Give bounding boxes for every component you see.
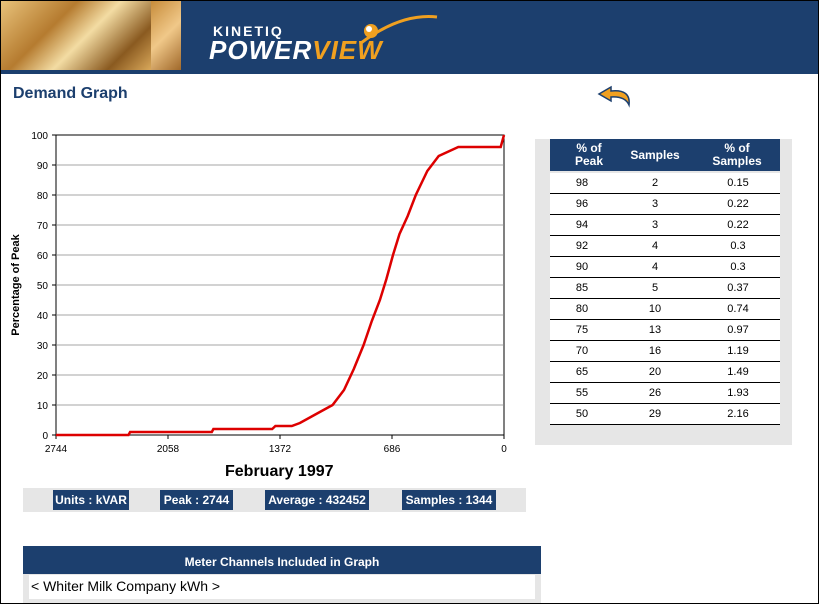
table-cell: 0.22: [727, 198, 749, 210]
table-cell: 0.37: [727, 282, 749, 294]
series-line: [56, 134, 506, 437]
logo-power-text: POWER: [209, 35, 313, 65]
table-cell: 20: [648, 366, 662, 378]
banner-photo-strip: [151, 1, 181, 70]
table-cell: 1.19: [727, 345, 749, 357]
chart-title: February 1997: [225, 463, 334, 480]
header-banner: KINETIQ POWERVIEW: [1, 1, 818, 74]
col-pct-peak: % of Peak: [574, 141, 604, 168]
logo-view-text: VIEW: [312, 35, 383, 65]
table-row: 90 4 0.3: [550, 257, 780, 278]
table-cell: 4: [651, 261, 659, 273]
table-cell: 94: [575, 219, 589, 231]
table-cell: 65: [575, 366, 589, 378]
logo-kinetiq: KINETIQ: [213, 23, 284, 39]
table-cell: 1.93: [727, 387, 749, 399]
table-row: 94 3 0.22: [550, 215, 780, 236]
table-cell: 2: [651, 177, 659, 189]
y-tick-label: 30: [37, 341, 49, 352]
table-row: 70 16 1.19: [550, 341, 780, 362]
units-badge: Units : kVAR: [53, 490, 129, 510]
table-row: 50 29 2.16: [550, 404, 780, 425]
table-cell: 3: [651, 219, 659, 231]
table-cell: 98: [575, 177, 589, 189]
samples-badge: Samples : 1344: [402, 490, 496, 510]
x-tick-label: 2744: [45, 444, 68, 455]
y-tick-label: 40: [37, 311, 49, 322]
table-cell: 3: [651, 198, 659, 210]
demand-chart: 0 10 20 30 40 50 60 70 80 90 100 2744 2058 1372 686 0 Pe…: [10, 131, 507, 455]
table-cell: 70: [575, 345, 589, 357]
table-cell: 0.22: [727, 219, 749, 231]
table-cell: 96: [575, 198, 589, 210]
peak-table-header: % of Peak Samples % of Samples: [550, 139, 780, 171]
x-tick-label: 1372: [269, 444, 292, 455]
table-cell: 92: [575, 240, 589, 252]
y-tick-label: 80: [37, 191, 49, 202]
table-cell: 0.3: [730, 261, 746, 273]
x-tick-label: 686: [384, 444, 401, 455]
table-row: 98 2 0.15: [550, 173, 780, 194]
y-tick-label: 20: [37, 371, 49, 382]
table-row: 65 20 1.49: [550, 362, 780, 383]
table-cell: 0.74: [727, 303, 749, 315]
table-cell: 75: [575, 324, 589, 336]
y-tick-label: 70: [37, 221, 49, 232]
table-cell: 13: [648, 324, 662, 336]
y-axis-label: Percentage of Peak: [10, 233, 22, 335]
y-tick-label: 50: [37, 281, 49, 292]
table-cell: 50: [575, 408, 589, 420]
table-cell: 85: [575, 282, 589, 294]
logo-powerview: POWERVIEW: [209, 35, 383, 66]
table-row: 80 10 0.74: [550, 299, 780, 320]
y-tick-label: 0: [42, 431, 48, 442]
col-samples: Samples: [630, 147, 680, 162]
y-tick-label: 10: [37, 401, 49, 412]
table-cell: 10: [648, 303, 662, 315]
table-cell: 80: [575, 303, 589, 315]
page-title: Demand Graph: [13, 85, 128, 102]
banner-photo: [1, 1, 151, 70]
x-tick-label: 0: [501, 444, 507, 455]
table-row: 92 4 0.3: [550, 236, 780, 257]
meter-channel-item[interactable]: < Whiter Milk Company kWh >: [29, 575, 535, 599]
y-tick-label: 60: [37, 251, 49, 262]
peak-badge: Peak : 2744: [160, 490, 233, 510]
table-cell: 0.3: [730, 240, 746, 252]
table-cell: 16: [648, 345, 662, 357]
average-badge: Average : 432452: [265, 490, 369, 510]
y-tick-label: 100: [31, 131, 48, 142]
table-row: 55 26 1.93: [550, 383, 780, 404]
table-cell: 29: [648, 408, 662, 420]
table-cell: 26: [648, 387, 662, 399]
table-cell: 5: [651, 282, 659, 294]
table-cell: 0.97: [727, 324, 749, 336]
meter-channels-header: Meter Channels Included in Graph: [23, 546, 541, 574]
x-tick-label: 2058: [157, 444, 180, 455]
table-cell: 1.49: [727, 366, 749, 378]
table-row: 96 3 0.22: [550, 194, 780, 215]
table-cell: 90: [575, 261, 589, 273]
table-row: 85 5 0.37: [550, 278, 780, 299]
table-cell: 4: [651, 240, 659, 252]
logo-swoosh-icon: [360, 15, 438, 45]
y-tick-label: 90: [37, 161, 49, 172]
table-cell: 0.15: [727, 177, 749, 189]
table-cell: 2.16: [727, 408, 749, 420]
back-arrow-icon[interactable]: [597, 81, 637, 109]
col-pct-samples: % of Samples: [712, 141, 762, 168]
table-row: 75 13 0.97: [550, 320, 780, 341]
table-cell: 55: [575, 387, 589, 399]
